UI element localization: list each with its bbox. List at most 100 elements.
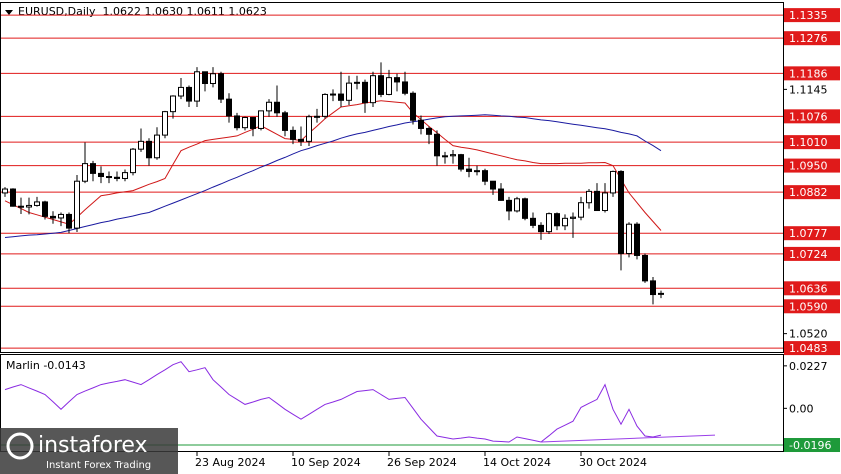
level-label: 1.0636 — [789, 282, 828, 295]
level-label: 1.1010 — [789, 136, 828, 149]
x-tick-label: 23 Aug 2024 — [195, 456, 265, 469]
candle-body — [202, 71, 208, 85]
level-label: 1.1186 — [789, 67, 828, 80]
x-tick-label: 14 Oct 2024 — [483, 456, 551, 469]
watermark-logo — [6, 432, 34, 460]
candle-body — [538, 224, 544, 233]
level-label-box — [784, 281, 840, 296]
candle-body — [154, 134, 160, 159]
level-label: 1.0590 — [789, 300, 828, 313]
level-label: 1.1335 — [789, 9, 828, 22]
candle-body — [314, 115, 320, 118]
candle-body — [402, 81, 408, 94]
level-label-box — [784, 226, 840, 241]
candle-body — [626, 223, 632, 255]
candle-body — [578, 202, 584, 218]
candle-body — [90, 163, 96, 174]
candle-body — [210, 73, 216, 85]
candle-body — [58, 213, 64, 219]
candle-body — [586, 190, 592, 204]
level-label-box — [784, 31, 840, 46]
level-label-box — [784, 135, 840, 150]
level-label-box — [784, 66, 840, 81]
level-label: 1.1276 — [789, 32, 828, 45]
candle-body — [650, 280, 656, 296]
candle-body — [330, 93, 336, 96]
candle-body — [42, 201, 48, 217]
candle-body — [186, 86, 192, 102]
candle-body — [18, 205, 24, 208]
level-label: 1.1076 — [789, 110, 828, 123]
candle-body — [130, 148, 136, 174]
candle-body — [234, 115, 240, 129]
candle-body — [554, 213, 560, 227]
candle-body — [442, 155, 448, 158]
candle-body — [562, 217, 568, 227]
candle-body — [250, 117, 256, 129]
candle-body — [546, 213, 552, 233]
y-tick-label: 1.0520 — [789, 328, 828, 341]
candle-body — [370, 75, 376, 104]
level-label-box — [784, 246, 840, 261]
candle-body — [298, 138, 304, 142]
candle-body — [346, 82, 352, 101]
candle-body — [242, 117, 248, 129]
candle-body — [634, 223, 640, 256]
candle-body — [162, 111, 168, 136]
candle-body — [610, 170, 616, 194]
candle-body — [466, 168, 472, 172]
x-tick-label: 26 Sep 2024 — [387, 456, 457, 469]
candle-body — [266, 101, 272, 112]
level-label-box — [784, 158, 840, 173]
candle-body — [354, 81, 360, 84]
candle-body — [66, 213, 72, 229]
x-tick-label: 10 Sep 2024 — [291, 456, 361, 469]
candle-body — [26, 204, 32, 208]
menu-triangle — [5, 10, 13, 15]
candle-body — [410, 92, 416, 121]
candle-body — [218, 73, 224, 100]
candle-body — [458, 154, 464, 170]
candle-body — [418, 119, 424, 129]
candle-body — [122, 172, 128, 179]
chart-header: EURUSD,Daily 1.0622 1.0630 1.0611 1.0623 — [18, 5, 267, 18]
candle-body — [274, 101, 280, 114]
indicator-line — [4, 361, 662, 443]
candle-body — [618, 170, 624, 255]
level-label-box — [784, 185, 840, 200]
candle-body — [426, 127, 432, 135]
indicator-title: Marlin -0.0143 — [6, 359, 86, 372]
candle-body — [482, 170, 488, 182]
candle-body — [506, 199, 512, 212]
candle-body — [394, 77, 400, 83]
candle-body — [34, 201, 40, 206]
candle-body — [362, 81, 368, 104]
candle-body — [642, 254, 648, 282]
candle-body — [290, 129, 296, 140]
y-tick-label: 0.00 — [789, 402, 814, 415]
candle-body — [530, 217, 536, 226]
candle-body — [74, 180, 80, 229]
level-label-box — [784, 341, 840, 356]
candle-body — [474, 170, 480, 173]
candle-body — [170, 95, 176, 113]
candle-body — [450, 154, 456, 157]
candle-body — [658, 292, 664, 295]
y-tick-label: 0.0227 — [789, 360, 828, 373]
candle-body — [10, 188, 16, 207]
candle-body — [226, 98, 232, 117]
y-tick-label: 1.1145 — [789, 83, 828, 96]
candle-body — [98, 172, 104, 178]
trendline — [540, 434, 716, 443]
level-label: -0.0196 — [789, 439, 831, 452]
candle-body — [194, 71, 200, 102]
candle-body — [306, 116, 312, 142]
candle-body — [386, 77, 392, 95]
candle-body — [114, 176, 120, 179]
candle-body — [106, 176, 112, 179]
candle-body — [178, 86, 184, 97]
level-label-box — [784, 109, 840, 124]
candle-body — [522, 198, 528, 219]
candle-body — [2, 188, 8, 194]
